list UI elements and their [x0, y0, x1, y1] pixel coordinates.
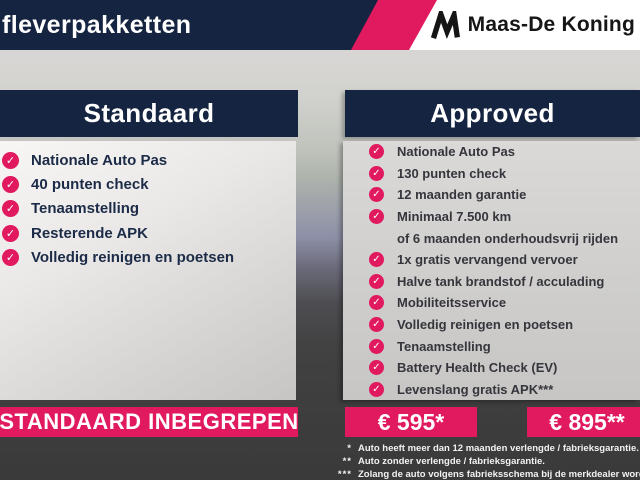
check-icon: ✓ [2, 200, 19, 218]
feature-label: 130 punten check [397, 165, 507, 181]
feature-label: Battery Health Check (EV) [397, 360, 558, 376]
feature-label: Nationale Auto Pas [31, 151, 168, 169]
footnote-text: Zolang de auto volgens fabrieksschema bi… [358, 469, 640, 480]
feature-label: Levenslang gratis APK*** [397, 381, 554, 397]
page-title: fleverpakketten [2, 11, 192, 39]
check-icon: ✓ [2, 249, 19, 267]
standaard-included-ribbon: STANDAARD INBEGREPEN [0, 407, 298, 437]
footnote-row: *** Zolang de auto volgens fabrieksschema… [330, 468, 640, 480]
feature-label: Minimaal 7.500 km [397, 209, 512, 225]
feature-label: 1x gratis vervangend vervoer [397, 252, 578, 268]
check-icon: ✓ [369, 381, 384, 397]
feature-list-item: ✓ Minimaal 7.500 km [369, 206, 640, 228]
check-icon: ✓ [369, 295, 384, 311]
feature-label: Halve tank brandstof / acculading [397, 273, 605, 289]
feature-label: Volledig reinigen en poetsen [31, 249, 235, 267]
feature-list-item: ✓ Tenaamstelling [369, 335, 640, 357]
feature-list-item: ✓ Halve tank brandstof / acculading [369, 271, 640, 293]
feature-label: Volledig reinigen en poetsen [397, 317, 574, 333]
feature-list-item: of 6 maanden onderhoudsvrij rijden [369, 227, 640, 249]
check-icon: ✓ [369, 187, 384, 203]
check-icon: ✓ [2, 151, 19, 169]
feature-list-item: ✓ Mobiliteitsservice [369, 292, 640, 314]
approved-feature-list: ✓ Nationale Auto Pas ✓ 130 punten check ✓ 12 … [343, 141, 640, 400]
feature-label: Resterende APK [31, 224, 148, 242]
approved-title: Approved [430, 98, 555, 128]
standaard-panel: ✓ Nationale Auto Pas ✓ 40 punten check ✓ Tena… [0, 141, 296, 400]
price-approved-without-warranty: € 895** [527, 407, 640, 437]
footnote-text: Auto heeft meer dan 12 maanden verlengde… [358, 443, 639, 454]
feature-label: Tenaamstelling [397, 338, 491, 354]
feature-list-item: ✓ Nationale Auto Pas [2, 148, 296, 172]
feature-list-item: ✓ Battery Health Check (EV) [369, 357, 640, 379]
check-icon: ✓ [2, 176, 19, 194]
check-icon: ✓ [2, 224, 19, 242]
check-icon: ✓ [369, 317, 384, 333]
footnote-marker: ** [342, 456, 352, 468]
feature-list-item: ✓ Volledig reinigen en poetsen [2, 246, 296, 270]
approved-panel: ✓ Nationale Auto Pas ✓ 130 punten check ✓ 12 … [343, 141, 640, 400]
feature-list-item: ✓ Volledig reinigen en poetsen [369, 314, 640, 336]
footnote-text: Auto zonder verlengde / fabrieksgarantie… [358, 456, 545, 468]
feature-list-item: ✓ 1x gratis vervangend vervoer [369, 249, 640, 271]
feature-label: 12 maanden garantie [397, 187, 527, 203]
standaard-title: Standaard [83, 98, 215, 128]
check-icon: ✓ [369, 273, 384, 289]
check-icon: ✓ [369, 144, 384, 160]
feature-list-item: ✓ Tenaamstelling [2, 197, 296, 221]
footnote-row: ** Auto zonder verlengde / fabrieksgarant… [330, 455, 640, 468]
feature-list-item: ✓ Nationale Auto Pas [369, 141, 640, 163]
check-icon: ✓ [369, 165, 384, 181]
feature-label: Tenaamstelling [31, 200, 140, 218]
check-icon: ✓ [369, 360, 384, 376]
standaard-feature-list: ✓ Nationale Auto Pas ✓ 40 punten check ✓ Tena… [0, 141, 296, 270]
footnote-row: * Auto heeft meer dan 12 maanden verlengd… [330, 442, 640, 455]
brand-name: Maas-De Koning [467, 13, 635, 36]
footnotes: * Auto heeft meer dan 12 maanden verlengd… [330, 442, 640, 480]
feature-list-item: ✓ 12 maanden garantie [369, 184, 640, 206]
feature-list-item: ✓ Resterende APK [2, 221, 296, 245]
feature-label: Nationale Auto Pas [397, 144, 515, 160]
feature-list-item: ✓ Levenslang gratis APK*** [369, 379, 640, 401]
maas-de-koning-m-icon [430, 11, 460, 39]
header-navy-diagonal [0, 0, 378, 50]
feature-label: 40 punten check [31, 176, 149, 194]
approved-column-header: Approved [345, 90, 640, 137]
feature-label: Mobiliteitsservice [397, 295, 507, 311]
price-approved-with-warranty: € 595* [345, 407, 477, 437]
standaard-column-header: Standaard [0, 90, 298, 137]
feature-list-item: ✓ 40 punten check [2, 172, 296, 196]
header-bar: fleverpakketten Maas-De Koning [0, 0, 640, 50]
feature-label: of 6 maanden onderhoudsvrij rijden [397, 230, 619, 246]
check-icon: ✓ [369, 209, 384, 225]
footnote-marker: *** [337, 469, 352, 480]
check-icon: ✓ [369, 338, 384, 354]
check-icon: ✓ [369, 252, 384, 268]
footnote-marker: * [347, 443, 352, 454]
feature-list-item: ✓ 130 punten check [369, 163, 640, 185]
brand-logo: Maas-De Koning [430, 0, 635, 50]
